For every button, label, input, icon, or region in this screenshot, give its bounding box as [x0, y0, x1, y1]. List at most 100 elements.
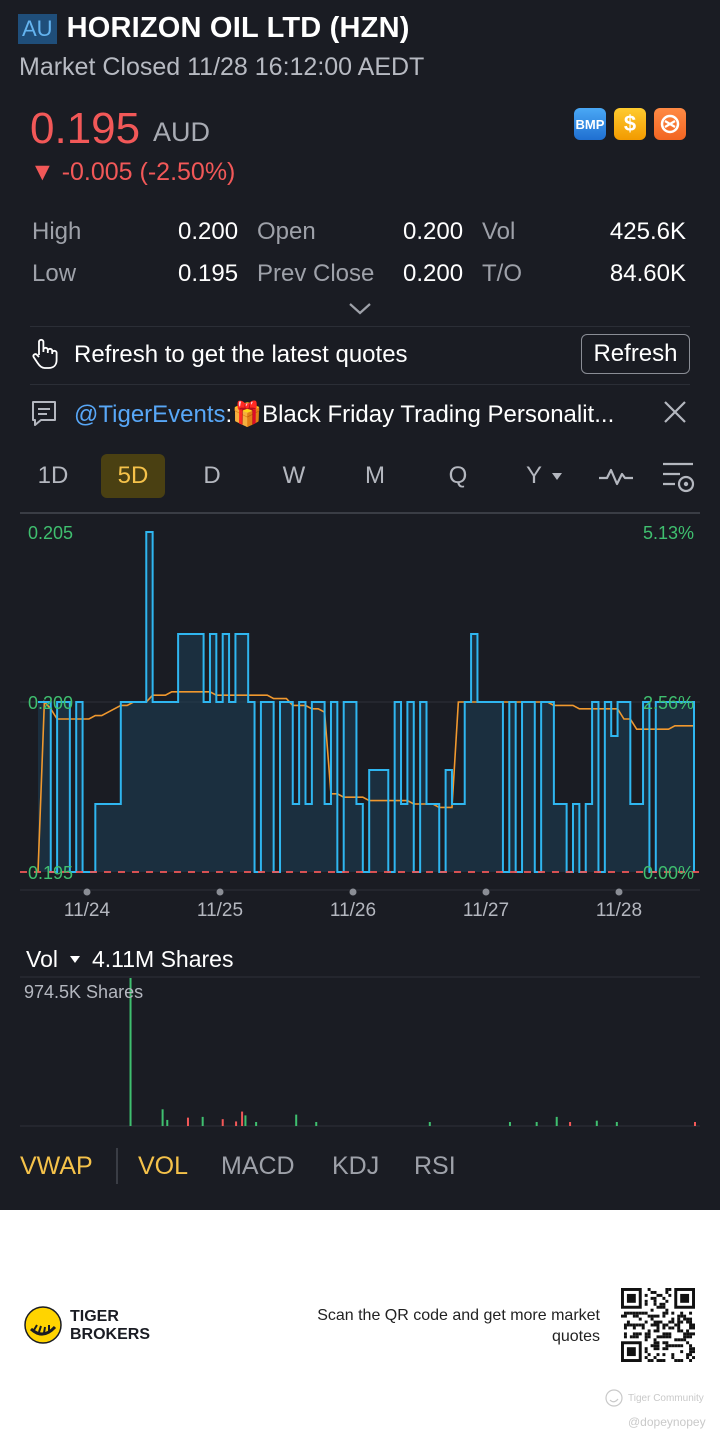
qr-module — [662, 1335, 666, 1339]
qr-module — [689, 1320, 693, 1324]
tab-macd[interactable]: MACD — [221, 1152, 295, 1180]
tiger-community-logo-icon — [605, 1389, 623, 1407]
qr-module — [656, 1326, 660, 1330]
last-price: 0.195 — [30, 104, 141, 153]
x-axis-tick-dot — [615, 888, 623, 896]
header-title: AU HORIZON OIL LTD (HZN) — [18, 12, 410, 45]
qr-module — [653, 1344, 657, 1348]
qr-module — [653, 1302, 657, 1306]
close-icon[interactable] — [662, 399, 688, 425]
x-axis-tick-dot — [482, 888, 490, 896]
volume-bar — [244, 1115, 247, 1126]
qr-module — [653, 1338, 657, 1342]
dollar-badge-icon[interactable]: $ — [614, 108, 646, 140]
qr-module — [689, 1335, 693, 1339]
qr-module — [659, 1320, 663, 1324]
qr-module — [665, 1288, 669, 1291]
qr-finder-core — [626, 1347, 636, 1357]
volume-bar — [569, 1122, 572, 1126]
volume-header[interactable]: Vol 4.11M Shares — [26, 946, 233, 973]
indicator-separator — [116, 1148, 118, 1184]
qr-module — [650, 1314, 654, 1318]
y-axis-left-label: 0.200 — [28, 693, 73, 713]
qr-module — [689, 1359, 693, 1362]
news-tag-link[interactable]: @TigerEvents — [74, 401, 226, 428]
qr-module — [677, 1320, 681, 1324]
qr-module — [668, 1335, 672, 1339]
x-axis-tick-dot — [216, 888, 224, 896]
qr-module — [647, 1353, 651, 1357]
brand-name: TIGER BROKERS — [70, 1308, 150, 1344]
qr-module — [647, 1329, 651, 1333]
tab-day[interactable]: D — [203, 462, 221, 489]
news-ticker[interactable]: @TigerEvents:🎁Black Friday Trading Perso… — [30, 395, 690, 435]
price-chart[interactable]: 0.205 0.200 0.195 5.13% 2.56% 0.00% 11/24 11/25… — [0, 512, 720, 922]
qr-module — [626, 1320, 630, 1324]
qr-module — [638, 1317, 642, 1321]
stats-row-1: High 0.200 Open 0.200 Vol 425.6K — [32, 218, 686, 254]
qr-module — [623, 1311, 627, 1315]
qr-module — [665, 1308, 669, 1312]
qr-module — [653, 1347, 657, 1351]
chart-settings-icon[interactable] — [660, 460, 698, 494]
qr-module — [692, 1332, 695, 1336]
stats-row-2: Low 0.195 Prev Close 0.200 T/O 84.60K — [32, 260, 686, 296]
qr-module — [623, 1326, 627, 1330]
bmp-badge-icon[interactable]: BMP — [574, 108, 606, 140]
x-axis-tick-dot — [349, 888, 357, 896]
qr-module — [677, 1329, 681, 1333]
tab-kdj[interactable]: KDJ — [332, 1152, 380, 1180]
qr-module — [668, 1344, 672, 1348]
qr-module — [644, 1338, 648, 1342]
qr-module — [650, 1317, 654, 1321]
stock-name: HORIZON OIL LTD (HZN) — [66, 12, 410, 44]
stat-label: T/O — [482, 260, 522, 287]
qr-module — [629, 1311, 633, 1315]
qr-module — [656, 1329, 660, 1333]
volume-bar — [161, 1109, 164, 1126]
orange-badge-icon[interactable] — [654, 108, 686, 140]
news-text[interactable]: @TigerEvents:🎁Black Friday Trading Perso… — [74, 400, 634, 429]
qr-module — [638, 1332, 642, 1336]
qr-module — [656, 1323, 660, 1327]
stat-value: 425.6K — [609, 218, 686, 245]
tab-rsi[interactable]: RSI — [414, 1152, 456, 1180]
tab-vol[interactable]: VOL — [138, 1152, 189, 1180]
qr-module — [665, 1323, 669, 1327]
qr-module — [689, 1311, 693, 1315]
qr-module — [638, 1311, 642, 1315]
price-change: ▼ -0.005 (-2.50%) — [30, 158, 236, 186]
qr-module — [674, 1359, 678, 1362]
tab-5d[interactable]: 5D — [101, 454, 165, 498]
qr-module — [635, 1332, 639, 1336]
tab-vwap[interactable]: VWAP — [20, 1152, 93, 1180]
qr-module — [689, 1344, 693, 1348]
refresh-button[interactable]: Refresh — [581, 334, 690, 374]
qr-module — [650, 1290, 654, 1294]
indicator-line-icon[interactable] — [597, 460, 635, 492]
expand-chevron-icon[interactable] — [347, 300, 373, 318]
tab-1d[interactable]: 1D — [37, 462, 69, 489]
tab-year[interactable]: Y — [514, 454, 574, 498]
qr-module — [671, 1356, 675, 1360]
qr-module — [665, 1344, 669, 1348]
volume-label: Vol — [26, 946, 58, 972]
qr-module — [677, 1326, 681, 1330]
tab-week[interactable]: W — [282, 462, 306, 489]
tab-quarter[interactable]: Q — [448, 462, 468, 489]
qr-module — [632, 1335, 636, 1339]
qr-module — [644, 1311, 648, 1315]
watermark-community-text: Tiger Community — [628, 1392, 704, 1404]
volume-chart[interactable]: 974.5K Shares — [0, 976, 720, 1132]
qr-module — [626, 1323, 630, 1327]
qr-module — [689, 1326, 693, 1330]
qr-module — [647, 1314, 651, 1318]
news-headline: :🎁Black Friday Trading Personalit... — [225, 401, 615, 428]
qr-module — [662, 1296, 666, 1300]
qr-finder-core — [626, 1293, 636, 1303]
qr-module — [686, 1335, 690, 1339]
volume-bar — [693, 1122, 696, 1126]
caret-down-icon — [69, 956, 80, 963]
tab-month[interactable]: M — [365, 462, 385, 489]
stat-value: 0.195 — [178, 260, 239, 287]
